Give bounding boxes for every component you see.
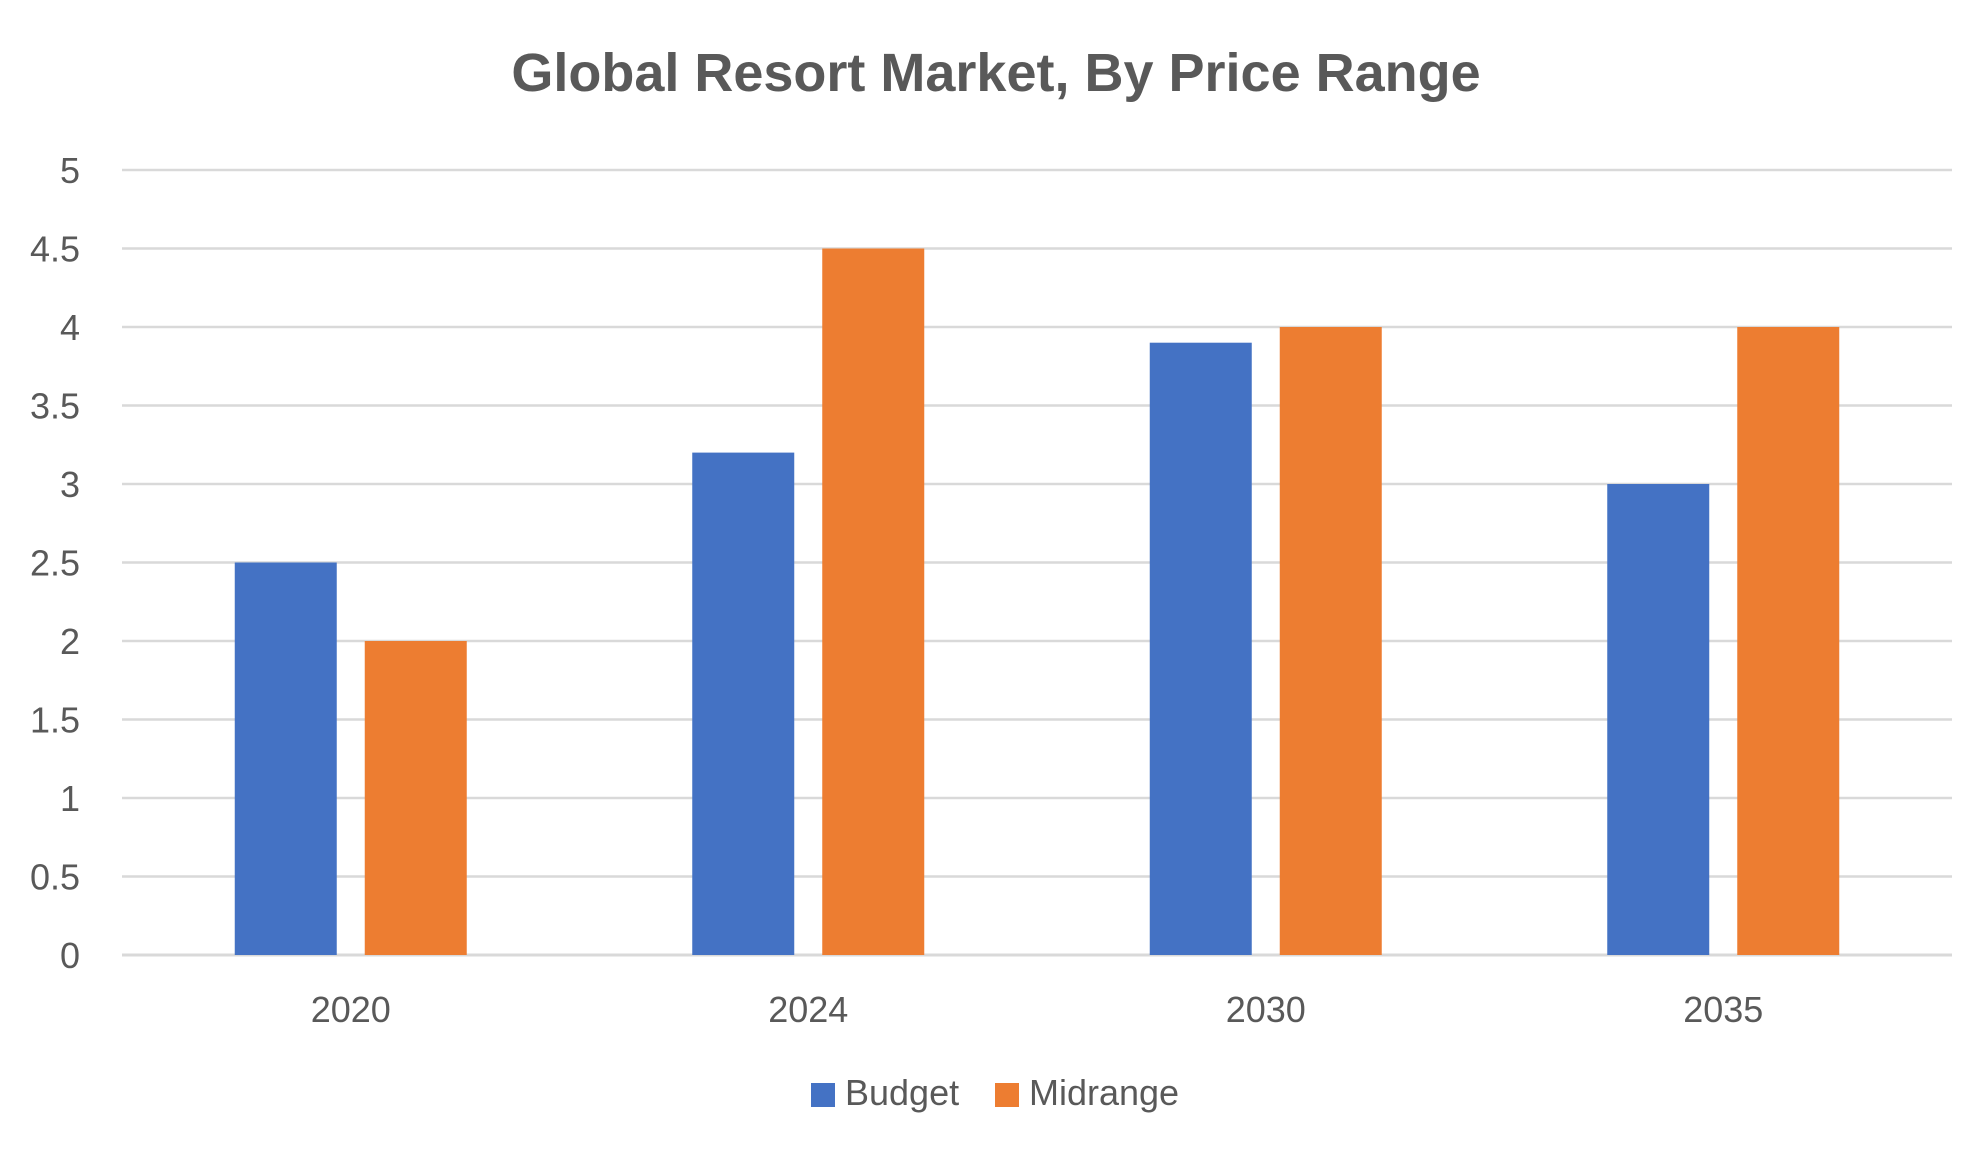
x-axis-ticks: 2020 2024 2030 2035 bbox=[311, 989, 1764, 1030]
y-tick-label: 3 bbox=[60, 464, 80, 505]
y-tick-label: 2 bbox=[60, 621, 80, 662]
legend: Budget Midrange bbox=[811, 1072, 1179, 1113]
bar-budget-2035 bbox=[1607, 484, 1710, 955]
y-tick-label: 3.5 bbox=[30, 386, 80, 427]
y-tick-label: 4 bbox=[60, 307, 80, 348]
legend-label: Midrange bbox=[1029, 1072, 1179, 1113]
bars bbox=[234, 248, 1840, 955]
x-tick-label: 2020 bbox=[311, 989, 391, 1030]
y-axis-ticks: 0 0.5 1 1.5 2 2.5 3 3.5 4 4.5 5 bbox=[30, 150, 80, 976]
bar-midrange-2035 bbox=[1737, 327, 1840, 955]
y-tick-label: 4.5 bbox=[30, 229, 80, 270]
y-tick-label: 1 bbox=[60, 778, 80, 819]
y-tick-label: 5 bbox=[60, 150, 80, 191]
chart-title: Global Resort Market, By Price Range bbox=[511, 43, 1480, 103]
bar-midrange-2030 bbox=[1279, 327, 1382, 955]
legend-swatch bbox=[995, 1083, 1019, 1107]
x-tick-label: 2035 bbox=[1683, 989, 1763, 1030]
y-tick-label: 0.5 bbox=[30, 857, 80, 898]
y-tick-label: 1.5 bbox=[30, 700, 80, 741]
bar-midrange-2024 bbox=[822, 248, 925, 955]
bar-budget-2024 bbox=[692, 452, 795, 955]
bar-budget-2030 bbox=[1149, 342, 1252, 955]
legend-swatch bbox=[811, 1083, 835, 1107]
y-tick-label: 2.5 bbox=[30, 543, 80, 584]
y-tick-label: 0 bbox=[60, 935, 80, 976]
x-tick-label: 2024 bbox=[768, 989, 848, 1030]
bar-budget-2020 bbox=[234, 562, 337, 955]
legend-item-midrange: Midrange bbox=[995, 1072, 1179, 1113]
x-tick-label: 2030 bbox=[1226, 989, 1306, 1030]
legend-label: Budget bbox=[845, 1072, 959, 1113]
bar-midrange-2020 bbox=[364, 641, 467, 955]
legend-item-budget: Budget bbox=[811, 1072, 959, 1113]
